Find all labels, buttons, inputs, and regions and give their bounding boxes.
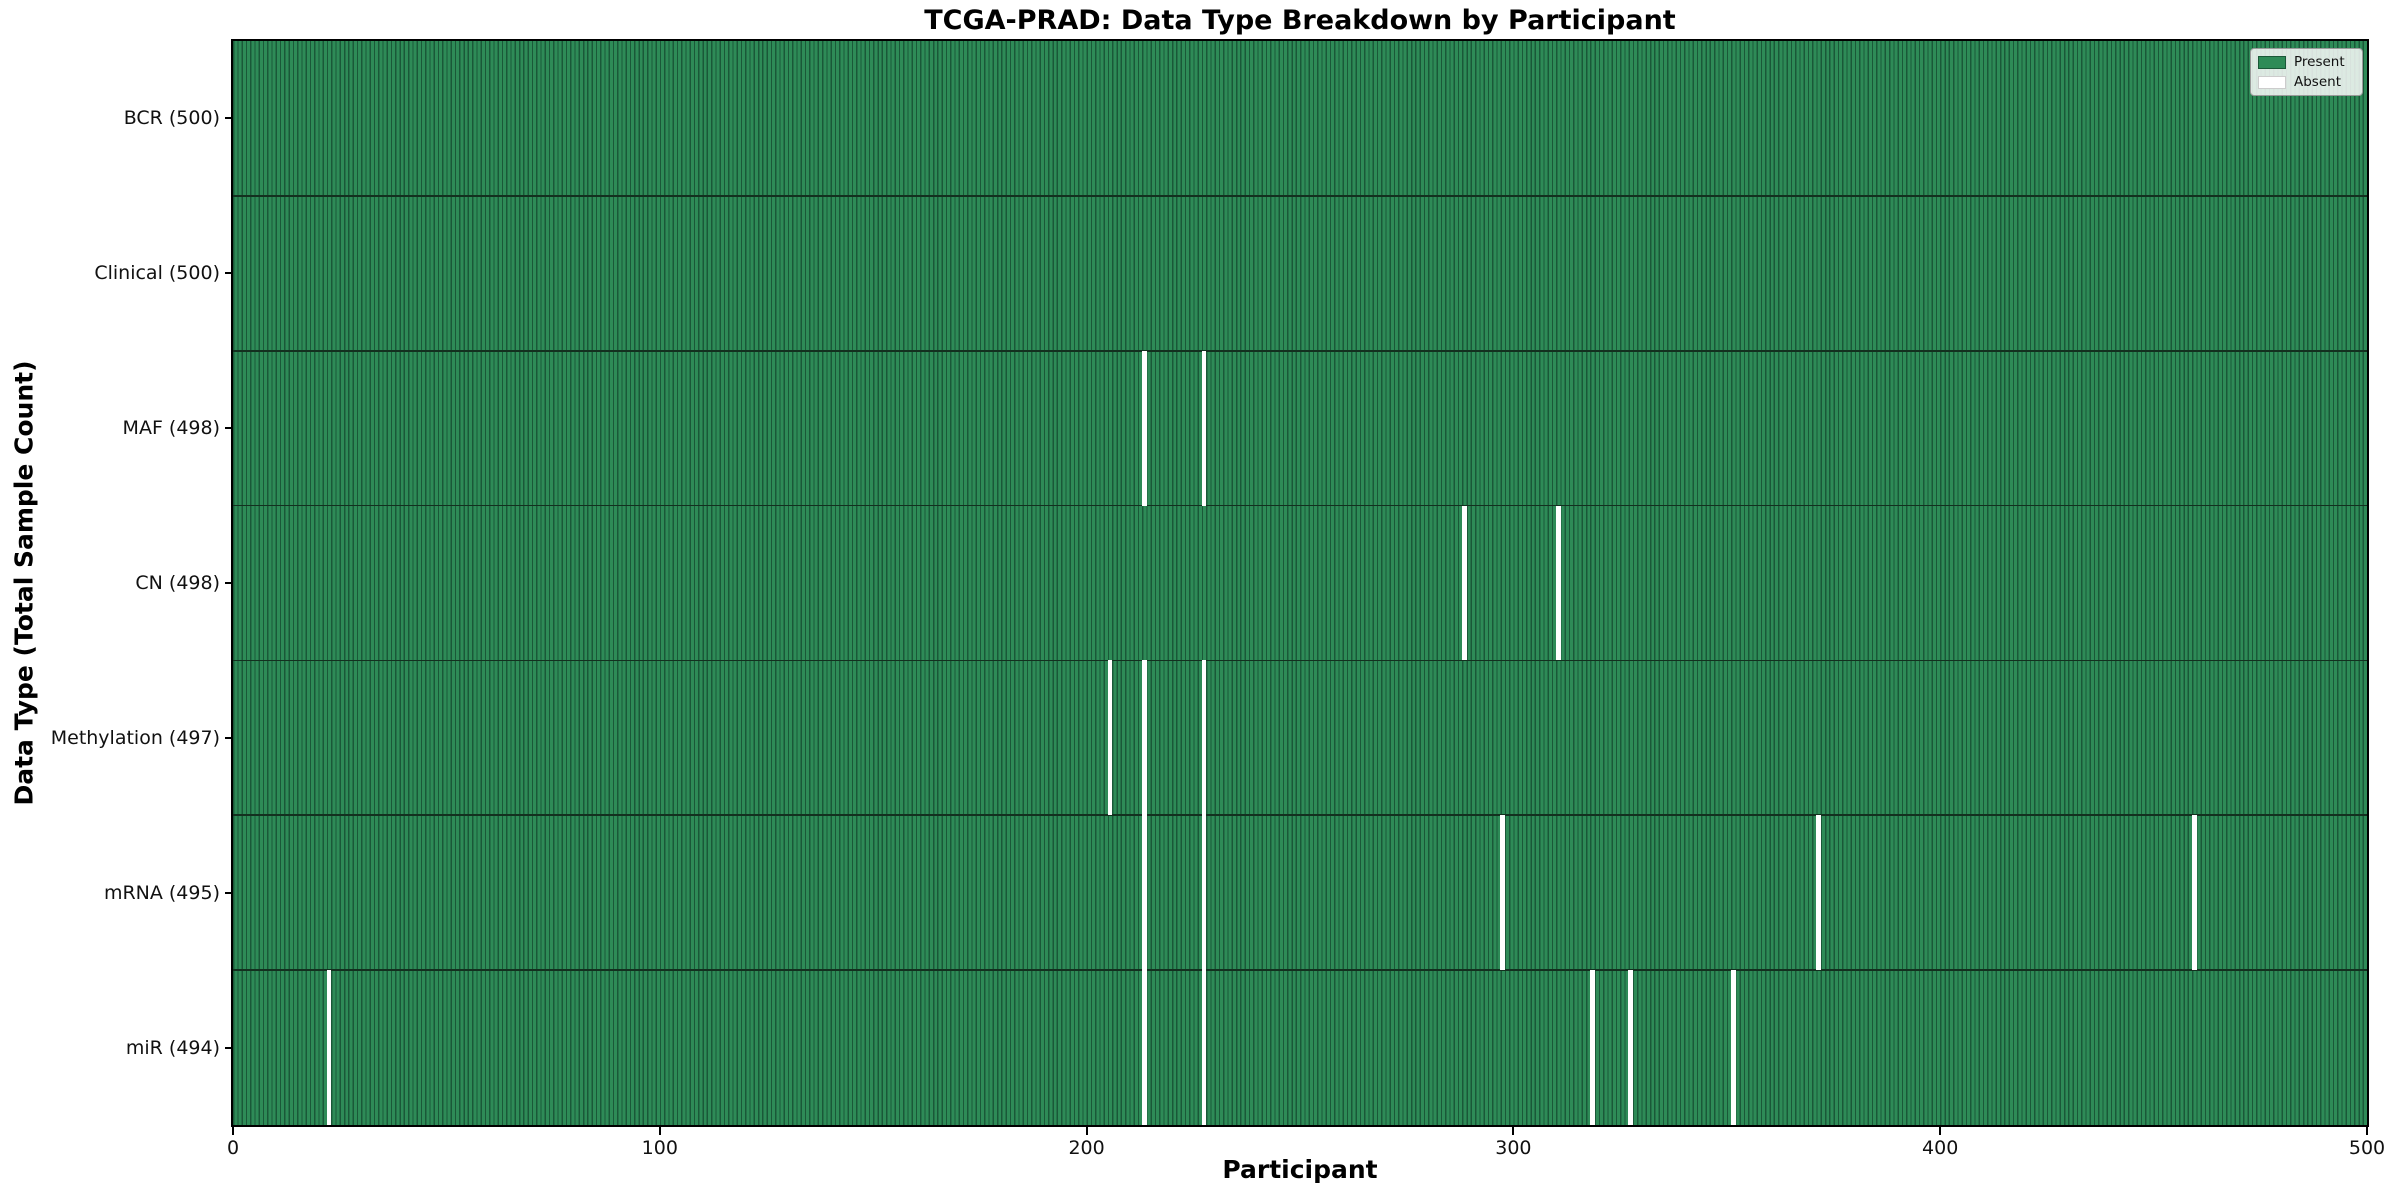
absent-gap-mir-22 xyxy=(326,970,332,1125)
legend: Present Absent xyxy=(2250,48,2363,97)
row-boundary xyxy=(233,349,2367,352)
row-boundary xyxy=(233,814,2367,817)
absent-gap-mrna-297 xyxy=(1500,815,1506,971)
row-cn xyxy=(233,505,2367,661)
y-axis-label: Data Type (Total Sample Count) xyxy=(9,360,39,806)
ytick-label-clinical: Clinical (500) xyxy=(94,262,220,285)
row-methylation xyxy=(233,660,2367,816)
ytick-label-maf: MAF (498) xyxy=(122,417,220,440)
absent-gap-maf-213 xyxy=(1141,350,1147,506)
xtick-mark xyxy=(1085,1127,1088,1135)
row-boundary xyxy=(233,659,2367,662)
absent-gap-mir-327 xyxy=(1628,970,1634,1125)
absent-gap-mrna-227 xyxy=(1201,815,1207,971)
legend-label-absent: Absent xyxy=(2294,74,2341,91)
ytick-mark xyxy=(225,582,233,584)
ytick-mark xyxy=(225,427,233,430)
ytick-label-methylation: Methylation (497) xyxy=(50,726,220,749)
row-maf xyxy=(233,350,2367,506)
x-axis-label: Participant xyxy=(1222,1155,1378,1184)
xtick-mark xyxy=(658,1127,661,1135)
absent-gap-mrna-213 xyxy=(1141,815,1147,971)
absent-gap-mrna-459 xyxy=(2191,815,2197,971)
row-mir xyxy=(233,970,2367,1125)
row-boundary xyxy=(233,504,2367,507)
xtick-mark xyxy=(2366,1127,2368,1135)
xtick-label-100: 100 xyxy=(641,1137,678,1159)
xtick-label-400: 400 xyxy=(1922,1137,1959,1159)
legend-item-present: Present xyxy=(2258,54,2355,70)
xtick-mark xyxy=(232,1127,234,1135)
absent-gap-mrna-371 xyxy=(1816,815,1821,971)
absent-gap-cn-288 xyxy=(1461,505,1467,661)
chart-title: TCGA-PRAD: Data Type Breakdown by Partic… xyxy=(924,5,1676,36)
legend-label-present: Present xyxy=(2294,54,2345,70)
absent-gap-mir-351 xyxy=(1730,970,1736,1125)
row-clinical xyxy=(233,195,2367,351)
xtick-label-500: 500 xyxy=(2348,1137,2386,1159)
xtick-label-300: 300 xyxy=(1495,1137,1532,1159)
row-bcr xyxy=(233,41,2367,196)
legend-item-absent: Absent xyxy=(2258,74,2355,90)
row-mrna xyxy=(233,815,2367,971)
absent-gap-mir-213 xyxy=(1141,970,1147,1125)
absent-gap-cn-310 xyxy=(1555,505,1561,661)
absent-gap-mir-227 xyxy=(1201,970,1207,1125)
absent-gap-methylation-213 xyxy=(1141,660,1147,816)
xtick-label-200: 200 xyxy=(1068,1137,1105,1159)
xtick-mark xyxy=(1512,1127,1515,1135)
xtick-label-0: 0 xyxy=(226,1137,240,1159)
ytick-mark xyxy=(225,272,233,275)
plot-area xyxy=(231,39,2369,1127)
ytick-label-cn: CN (498) xyxy=(135,572,220,594)
ytick-label-bcr: BCR (500) xyxy=(123,107,220,130)
ytick-mark xyxy=(225,891,233,894)
absent-swatch-icon xyxy=(2258,75,2286,89)
present-swatch-icon xyxy=(2258,55,2286,69)
ytick-label-mrna: mRNA (495) xyxy=(103,881,220,904)
absent-gap-methylation-205 xyxy=(1107,660,1113,816)
ytick-mark xyxy=(225,736,233,739)
xtick-mark xyxy=(1939,1127,1942,1135)
ytick-mark xyxy=(225,1046,233,1049)
absent-gap-maf-227 xyxy=(1201,350,1207,506)
absent-gap-mir-318 xyxy=(1589,970,1595,1125)
ytick-label-mir: miR (494) xyxy=(125,1036,220,1059)
ytick-mark xyxy=(225,117,233,120)
row-boundary xyxy=(233,969,2367,971)
absent-gap-methylation-227 xyxy=(1201,660,1207,816)
row-boundary xyxy=(233,195,2367,197)
